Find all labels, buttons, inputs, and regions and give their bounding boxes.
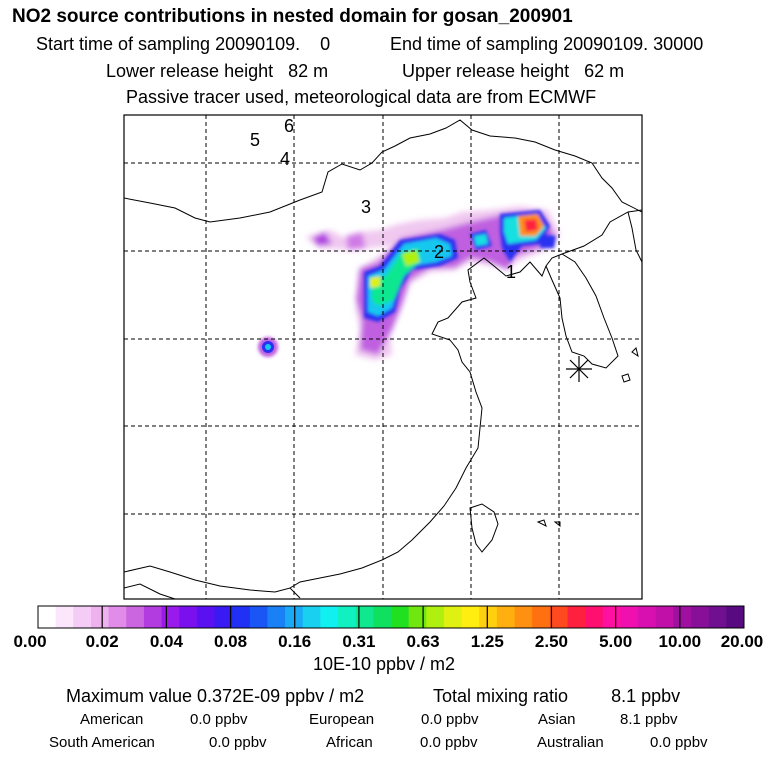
- tracer-note: Passive tracer used, meteorological data…: [126, 87, 597, 107]
- colorbar-cell: [90, 606, 109, 628]
- region-name-asian: Asian: [538, 711, 576, 728]
- colorbar-cell: [585, 606, 604, 628]
- upper-height-label: Upper release height 62 m: [402, 61, 625, 81]
- colorbar-tick-label: 0.04: [150, 632, 184, 651]
- colorbar-cell: [514, 606, 533, 628]
- colorbar-tick-label: 5.00: [599, 632, 632, 651]
- source-label-2: 2: [434, 242, 444, 262]
- lower-height-label: Lower release height 82 m: [106, 61, 329, 81]
- colorbar-cell: [426, 606, 445, 628]
- colorbar-cell: [373, 606, 392, 628]
- total-mixing-value: 8.1 ppbv: [611, 686, 681, 706]
- colorbar-cell: [161, 606, 180, 628]
- colorbar-tick-label: 0.63: [407, 632, 440, 651]
- colorbar-tick-label: 0.31: [342, 632, 375, 651]
- colorbar-cell: [532, 606, 551, 628]
- colorbar-cell: [302, 606, 321, 628]
- colorbar-tick-label: 0.00: [13, 632, 46, 651]
- map-title: NO2 source contributions in nested domai…: [12, 6, 573, 27]
- region-name-american: American: [80, 711, 144, 728]
- source-label-4: 4: [280, 149, 290, 169]
- colorbar-cell: [143, 606, 162, 628]
- coastlines: [124, 119, 642, 599]
- total-mixing: Total mixing ratio 8.1 ppbv: [433, 686, 680, 707]
- colorbar-cell: [655, 606, 674, 628]
- colorbar-cell: [549, 606, 568, 628]
- colorbar-cells: [37, 605, 745, 629]
- region-value-african: 0.0 ppbv: [420, 734, 478, 751]
- region-value-asian: 8.1 ppbv: [620, 711, 678, 728]
- colorbar-cell: [267, 606, 286, 628]
- colorbar-cell: [108, 606, 127, 628]
- colorbar-cell: [602, 606, 621, 628]
- map-frame: [123, 114, 643, 600]
- colorbar-tick-label: 1.25: [471, 632, 504, 651]
- sampling-times: Start time of sampling 20090109. 0 End t…: [36, 34, 703, 55]
- colorbar-tick-label: 10.00: [659, 632, 702, 651]
- concentration-plume: [258, 206, 560, 360]
- start-time-label: Start time of sampling 20090109. 0: [36, 34, 331, 54]
- source-label-6: 6: [284, 116, 294, 136]
- region-value-american: 0.0 ppbv: [190, 711, 248, 728]
- colorbar-cell: [73, 606, 92, 628]
- colorbar-cell: [443, 606, 462, 628]
- colorbar-cell: [55, 606, 74, 628]
- colorbar-cell: [285, 606, 304, 628]
- region-name-south-american: South American: [49, 734, 155, 751]
- colorbar-cell: [726, 606, 745, 628]
- colorbar-cell: [249, 606, 268, 628]
- lat-lon-grid: [124, 115, 642, 599]
- colorbar-cell: [126, 606, 145, 628]
- colorbar-cell: [620, 606, 639, 628]
- colorbar-cell: [320, 606, 339, 628]
- colorbar-tick-label: 0.08: [214, 632, 247, 651]
- receptor-asterisk-icon: [566, 356, 592, 382]
- colorbar-cell: [355, 606, 374, 628]
- colorbar-cell: [461, 606, 480, 628]
- colorbar-frame: [37, 605, 745, 629]
- colorbar-cell: [479, 606, 498, 628]
- colorbar-cell: [196, 606, 215, 628]
- colorbar-tick-label: 2.50: [535, 632, 568, 651]
- colorbar-cell: [496, 606, 515, 628]
- region-name-african: African: [326, 734, 373, 751]
- colorbar-cell: [567, 606, 586, 628]
- colorbar-tick-label: 0.16: [278, 632, 311, 651]
- source-label-3: 3: [361, 197, 371, 217]
- end-time-label: End time of sampling 20090109. 30000: [390, 34, 704, 54]
- colorbar-cell: [214, 606, 233, 628]
- colorbar-tick-label: 0.02: [86, 632, 119, 651]
- source-label-5: 5: [250, 130, 260, 150]
- colorbar-cell: [338, 606, 357, 628]
- colorbar-cell: [232, 606, 251, 628]
- colorbar-unit: 10E-10 ppbv / m2: [312, 654, 456, 674]
- colorbar-cell: [38, 606, 57, 628]
- colorbar-ticks: 0.00 0.02 0.04 0.08 0.16 0.31 0.63 1.25 2.50 5.00…: [13, 606, 763, 651]
- colorbar-cell: [408, 606, 427, 628]
- colorbar-cell: [691, 606, 710, 628]
- colorbar-cell: [391, 606, 410, 628]
- colorbar-cell: [638, 606, 657, 628]
- colorbar-cell: [708, 606, 727, 628]
- source-label-1: 1: [506, 262, 516, 282]
- region-value-australian: 0.0 ppbv: [650, 734, 708, 751]
- colorbar-cell: [673, 606, 692, 628]
- region-value-south-american: 0.0 ppbv: [209, 734, 267, 751]
- release-heights: Lower release height 82 m Upper release …: [106, 61, 624, 82]
- colorbar-cell: [179, 606, 198, 628]
- colorbar-tick-label: 20.00: [721, 632, 764, 651]
- max-value: Maximum value 0.372E-09 ppbv / m2: [66, 686, 365, 706]
- region-name-australian: Australian: [537, 734, 604, 751]
- region-name-european: European: [309, 711, 375, 728]
- total-mixing-label: Total mixing ratio: [433, 686, 569, 706]
- region-value-european: 0.0 ppbv: [421, 711, 479, 728]
